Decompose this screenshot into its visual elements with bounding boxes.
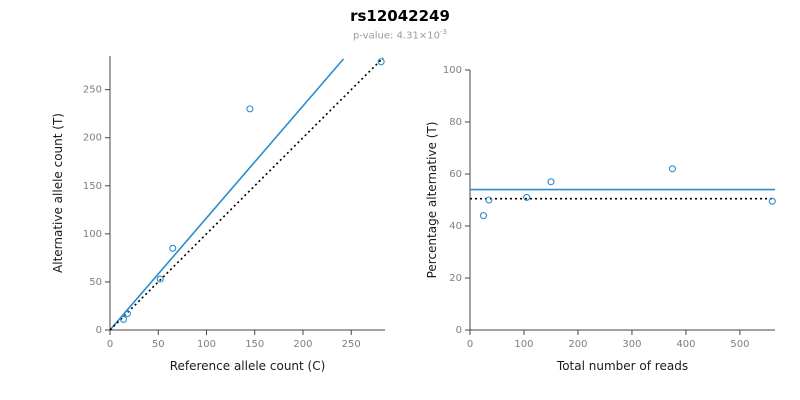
y-axis-title: Alternative allele count (T) xyxy=(51,113,65,273)
x-tick-label: 150 xyxy=(245,339,264,350)
x-tick-label: 250 xyxy=(342,339,361,350)
data-point xyxy=(156,275,164,283)
data-point xyxy=(768,197,776,205)
y-tick-label: 250 xyxy=(83,85,102,96)
x-tick-label: 500 xyxy=(730,339,749,350)
y-tick-label: 200 xyxy=(83,133,102,144)
x-tick-label: 200 xyxy=(568,339,587,350)
regression-line xyxy=(109,58,345,331)
data-point xyxy=(547,178,555,186)
left-scatter-plot: 0 50 100 150 200 250 0 50 100 150 200 250 Reference … xyxy=(51,56,385,373)
pvalue-text: p-value: 4.31×10 xyxy=(353,30,440,42)
data-point xyxy=(169,244,177,252)
identity-line xyxy=(109,57,384,331)
x-tick-label: 100 xyxy=(514,339,533,350)
data-point xyxy=(479,212,488,220)
x-tick-label: 300 xyxy=(622,339,641,350)
y-tick-label: 0 xyxy=(96,325,102,336)
data-point xyxy=(377,58,385,66)
chart-title: rs12042249 xyxy=(350,7,450,25)
x-axis-title: Reference allele count (C) xyxy=(170,359,326,373)
x-tick-label: 100 xyxy=(197,339,216,350)
y-tick-label: 100 xyxy=(83,229,102,240)
x-tick-label: 0 xyxy=(107,339,113,350)
y-tick-label: 50 xyxy=(89,277,102,288)
data-point xyxy=(668,165,676,173)
plots-row: 0 50 100 150 200 250 0 50 100 150 200 250 Reference … xyxy=(0,45,800,400)
data-point xyxy=(523,193,531,201)
chart-subtitle: p-value: 4.31×10-3 xyxy=(0,26,800,42)
x-axis-title: Total number of reads xyxy=(556,359,688,373)
pvalue-exponent: -3 xyxy=(439,28,447,36)
data-point xyxy=(123,310,131,318)
x-tick-label: 400 xyxy=(676,339,695,350)
y-tick-label: 40 xyxy=(449,221,462,232)
data-point xyxy=(119,315,128,323)
data-point xyxy=(485,196,493,204)
y-tick-label: 60 xyxy=(449,169,462,180)
chart-header: rs12042249 p-value: 4.31×10-3 xyxy=(0,0,800,45)
x-tick-label: 200 xyxy=(293,339,312,350)
x-tick-label: 0 xyxy=(467,339,473,350)
y-tick-label: 0 xyxy=(456,325,462,336)
data-point xyxy=(246,105,254,113)
right-scatter-plot: 0 100 200 300 400 500 0 20 40 60 80 100 Total number… xyxy=(425,65,776,373)
x-tick-label: 50 xyxy=(152,339,165,350)
y-tick-label: 150 xyxy=(83,181,102,192)
y-tick-label: 80 xyxy=(449,117,462,128)
y-tick-label: 20 xyxy=(449,273,462,284)
y-axis-title: Percentage alternative (T) xyxy=(425,122,439,279)
y-tick-label: 100 xyxy=(443,65,462,76)
